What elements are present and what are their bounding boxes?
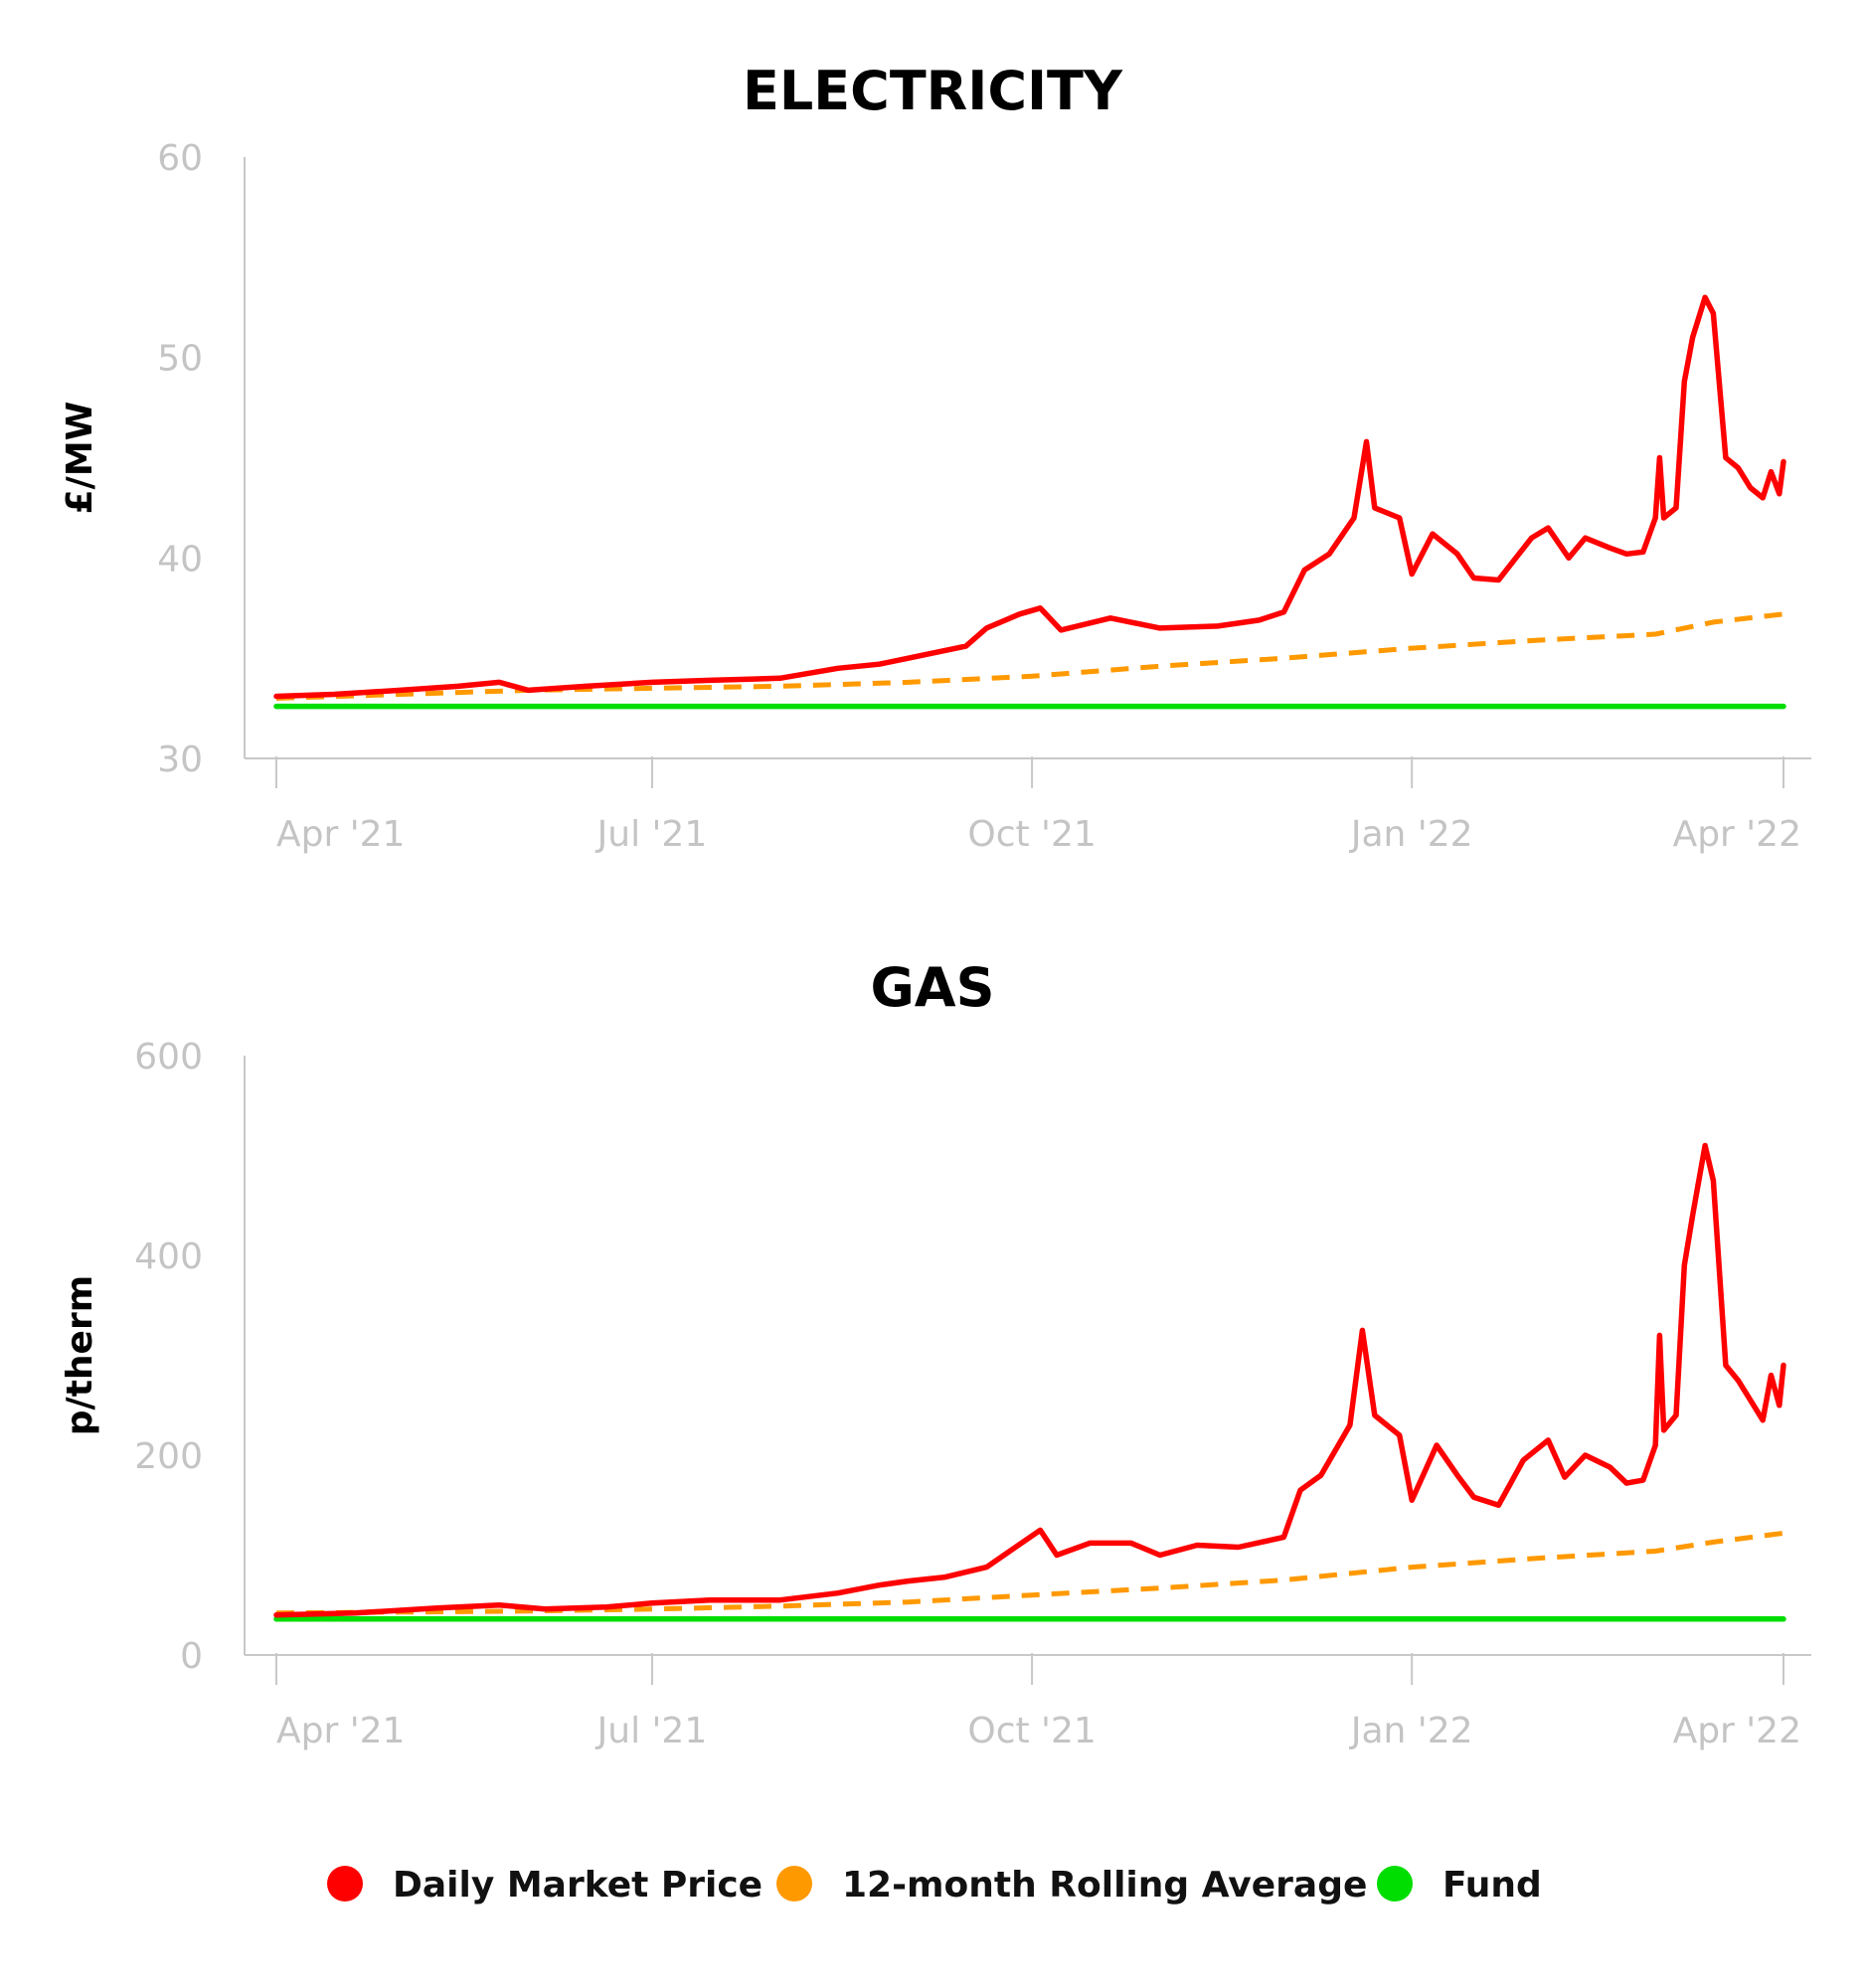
legend-label-rolling: 12-month Rolling Average xyxy=(842,1865,1367,1905)
y-tick-label: 200 xyxy=(134,1436,203,1477)
x-tick-label: Oct '21 xyxy=(967,1711,1096,1751)
legend: Daily Market Price 12-month Rolling Avera… xyxy=(327,1865,1542,1905)
chart-title: ELECTRICITY xyxy=(743,60,1123,122)
y-axis-label: £/MW xyxy=(60,402,100,515)
x-tick-label: Jan '22 xyxy=(1349,814,1473,855)
y-tick-label: 0 xyxy=(180,1636,203,1677)
x-tick-label: Jul '21 xyxy=(595,1711,708,1751)
y-tick-label: 60 xyxy=(157,138,203,179)
chart-gas: GAS p/therm 0 200 400 600 Apr '21 Jul '21 Oct '2… xyxy=(60,956,1811,1751)
series-line-rolling xyxy=(275,1530,1784,1616)
legend-marker-daily xyxy=(327,1866,363,1902)
legend-marker-rolling xyxy=(776,1866,812,1902)
legend-label-daily: Daily Market Price xyxy=(393,1865,763,1905)
legend-label-fund: Fund xyxy=(1442,1865,1542,1905)
x-tick-label: Apr '22 xyxy=(1673,814,1801,855)
x-tick-label: Apr '22 xyxy=(1673,1711,1801,1751)
chart-electricity: ELECTRICITY £/MW 30 40 50 60 Apr '21 Jul '21 Oct… xyxy=(60,60,1811,855)
x-tick-label: Jan '22 xyxy=(1349,1711,1473,1751)
x-tick-label: Apr '21 xyxy=(276,814,405,855)
x-tick-label: Jul '21 xyxy=(595,814,708,855)
x-tick-label: Oct '21 xyxy=(967,814,1096,855)
y-tick-label: 30 xyxy=(157,740,203,780)
series-line-daily xyxy=(273,1142,1786,1618)
y-tick-label: 40 xyxy=(157,539,203,580)
y-tick-label: 400 xyxy=(134,1237,203,1277)
series-line-daily xyxy=(273,294,1786,700)
y-tick-label: 600 xyxy=(134,1037,203,1077)
legend-marker-fund xyxy=(1377,1866,1413,1902)
chart-title: GAS xyxy=(870,956,994,1019)
y-tick-label: 50 xyxy=(157,339,203,380)
x-tick-label: Apr '21 xyxy=(276,1711,405,1751)
y-axis-label: p/therm xyxy=(60,1275,100,1435)
